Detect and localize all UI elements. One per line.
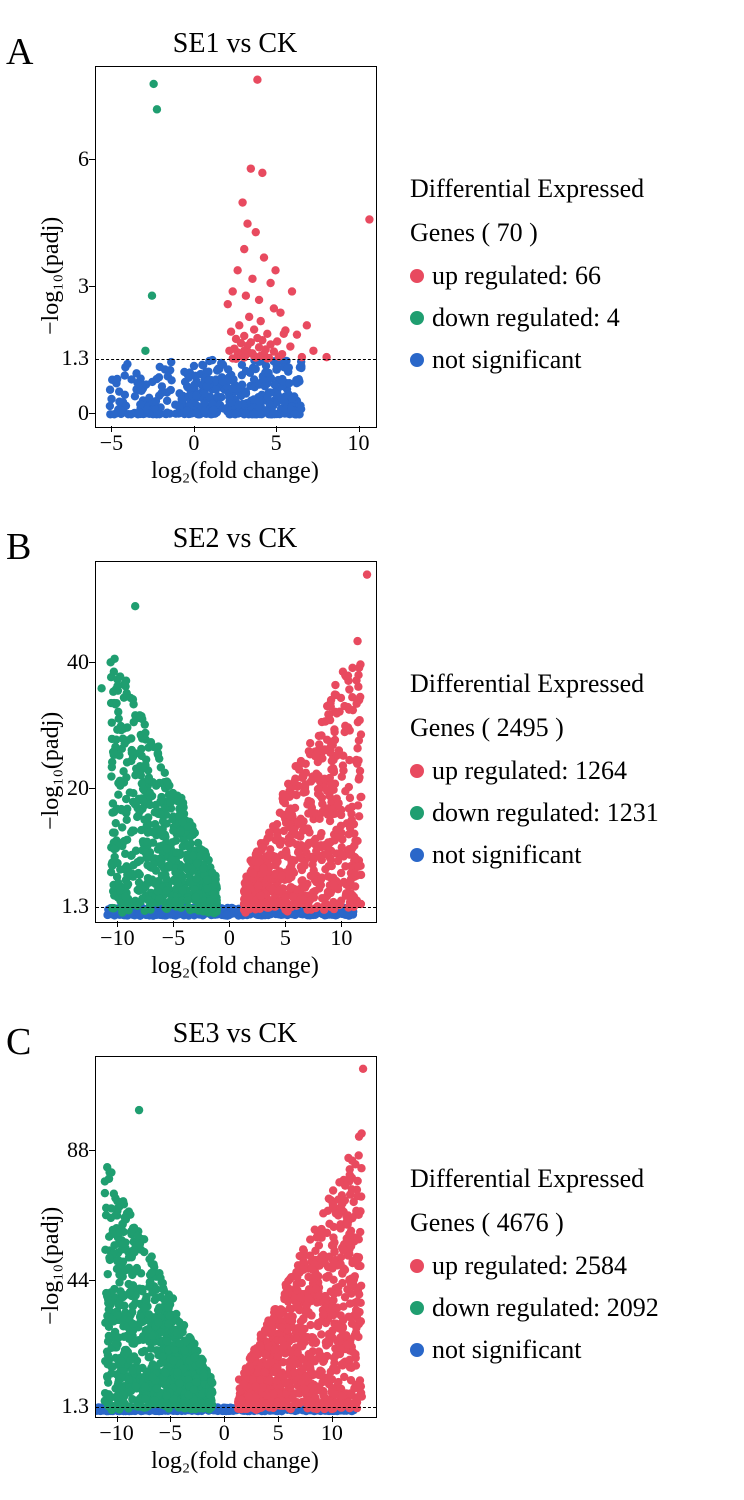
plot-title: SE2 vs CK (95, 523, 375, 555)
legend-item-ns: not significant (410, 1331, 659, 1369)
xtick-label: 5 (258, 430, 294, 456)
legend-label-up: up regulated: 2584 (432, 1247, 627, 1285)
legend-dot-ns (410, 353, 424, 367)
xlabel: log₂(fold change) (95, 953, 375, 980)
xtick-label: −5 (93, 430, 129, 456)
legend-item-down: down regulated: 2092 (410, 1289, 659, 1327)
legend-title-l2: Genes ( 70 ) (410, 214, 644, 252)
xlabel: log₂(fold change) (95, 458, 375, 485)
ythreshold-label: 1.3 (62, 893, 90, 919)
legend-dot-ns (410, 1343, 424, 1357)
xtick-label: 0 (211, 925, 247, 951)
xtick-label: −5 (155, 925, 191, 951)
legend: Differential Expressed Genes ( 2495 ) up r… (410, 665, 659, 873)
legend: Differential Expressed Genes ( 70 ) up reg… (410, 170, 644, 378)
ythreshold-label: 1.3 (62, 345, 90, 371)
xtick-label: 10 (314, 1420, 350, 1446)
scatter-svg (96, 67, 376, 427)
plot-box (95, 66, 377, 428)
plot-title: SE3 vs CK (95, 1018, 375, 1050)
xtick-label: −10 (99, 1420, 135, 1446)
xtick-label: 5 (260, 1420, 296, 1446)
panel-C: C SE3 vs CK 1.3 −10 −5 05 10 44 88 −log₁₀(padj) lo… (0, 1000, 744, 1495)
panel-A: ASE1 vs CK1.3−50510036−log₁₀(padj)log₂(f… (0, 10, 744, 505)
legend-dot-down (410, 311, 424, 325)
legend: Differential Expressed Genes ( 4676 ) up r… (410, 1160, 659, 1368)
ytick-label: 6 (78, 146, 89, 172)
ythreshold-label: 1.3 (62, 1393, 90, 1419)
xtick-label: 0 (176, 430, 212, 456)
legend-label-ns: not significant (432, 1331, 581, 1369)
plot-title: SE1 vs CK (95, 28, 375, 60)
xtick-label: 10 (341, 430, 377, 456)
xlabel: log₂(fold change) (95, 1448, 375, 1475)
figure-root: ASE1 vs CK1.3−50510036−log₁₀(padj)log₂(f… (0, 0, 744, 1500)
panel-label-B: B (6, 525, 31, 569)
plot-box (95, 561, 377, 923)
legend-label-up: up regulated: 66 (432, 257, 601, 295)
legend-title-l2: Genes ( 2495 ) (410, 709, 659, 747)
legend-item-up: up regulated: 66 (410, 257, 644, 295)
legend-dot-ns (410, 848, 424, 862)
ylabel: −log₁₀(padj) (38, 712, 65, 830)
ylabel: −log₁₀(padj) (38, 217, 65, 335)
legend-dot-down (410, 1301, 424, 1315)
legend-dot-up (410, 764, 424, 778)
legend-dot-up (410, 1259, 424, 1273)
threshold-line (96, 1407, 376, 1408)
panel-B: B SE2 vs CK 1.3 −10 −5 05 10 20 40 −log₁₀(padj) lo… (0, 505, 744, 1000)
panel-label-C: C (6, 1020, 31, 1064)
xtick-label: −10 (99, 925, 135, 951)
ytick-label: 44 (67, 1267, 89, 1293)
legend-label-down: down regulated: 2092 (432, 1289, 659, 1327)
ytick-label: 40 (67, 649, 89, 675)
legend-title-l1: Differential Expressed (410, 170, 644, 208)
ytick-label: 20 (67, 775, 89, 801)
ylabel: −log₁₀(padj) (38, 1207, 65, 1325)
plot-box (95, 1056, 377, 1418)
legend-label-ns: not significant (432, 341, 581, 379)
legend-item-up: up regulated: 2584 (410, 1247, 659, 1285)
legend-item-up: up regulated: 1264 (410, 752, 659, 790)
legend-label-down: down regulated: 4 (432, 299, 620, 337)
xtick-label: −5 (152, 1420, 188, 1446)
legend-dot-down (410, 806, 424, 820)
threshold-line (96, 907, 376, 908)
threshold-line (96, 359, 376, 360)
xtick-label: 10 (323, 925, 359, 951)
legend-item-down: down regulated: 1231 (410, 794, 659, 832)
legend-item-down: down regulated: 4 (410, 299, 644, 337)
xtick-label: 5 (267, 925, 303, 951)
legend-title-l1: Differential Expressed (410, 1160, 659, 1198)
legend-dot-up (410, 269, 424, 283)
panel-label-A: A (6, 30, 33, 74)
ytick-label: 0 (78, 400, 89, 426)
scatter-svg (96, 1057, 376, 1417)
legend-label-ns: not significant (432, 836, 581, 874)
legend-item-ns: not significant (410, 836, 659, 874)
legend-label-up: up regulated: 1264 (432, 752, 627, 790)
legend-item-ns: not significant (410, 341, 644, 379)
ytick-label: 88 (67, 1137, 89, 1163)
legend-title-l2: Genes ( 4676 ) (410, 1204, 659, 1242)
legend-label-down: down regulated: 1231 (432, 794, 659, 832)
scatter-svg (96, 562, 376, 922)
legend-title-l1: Differential Expressed (410, 665, 659, 703)
ytick-label: 3 (78, 273, 89, 299)
xtick-label: 0 (206, 1420, 242, 1446)
